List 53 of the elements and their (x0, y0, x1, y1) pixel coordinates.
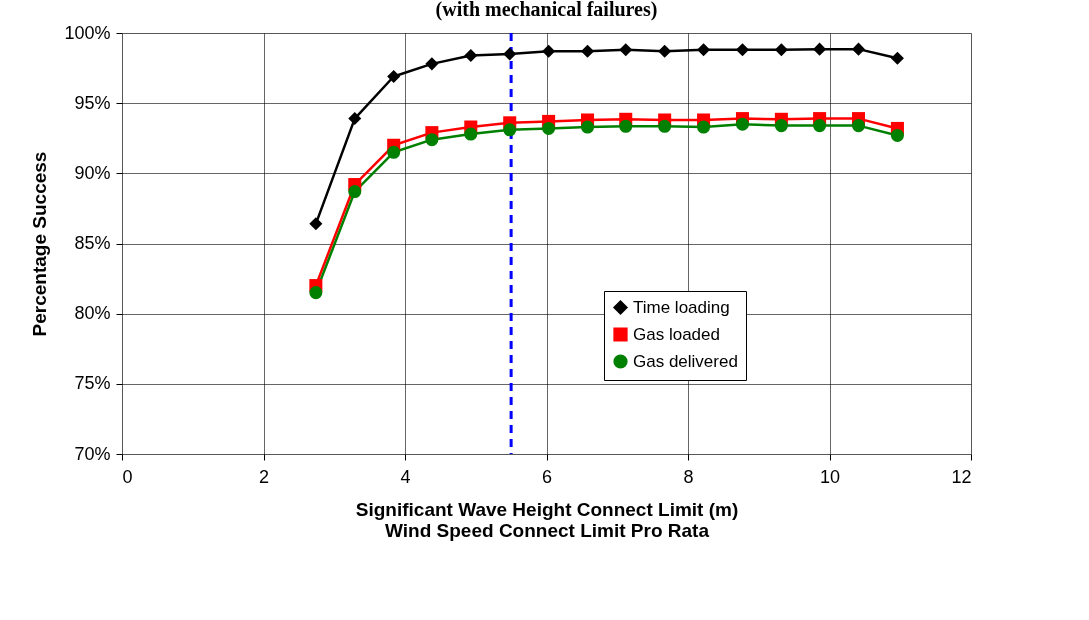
point (464, 48, 478, 62)
x-tick-label: 10 (819, 466, 841, 487)
point (387, 145, 401, 159)
text: Significant Wave Height Connect Limit (m) (355, 498, 739, 520)
y-tick-label: 70% (74, 443, 111, 464)
x-tick-label: 8 (683, 466, 694, 487)
y-axis-title: Percentage Success (29, 151, 51, 337)
point (697, 43, 711, 57)
x-tick-label: 6 (541, 466, 553, 487)
point (581, 44, 595, 58)
chart-title: (with mechanical failures) (435, 0, 658, 21)
point (387, 69, 401, 84)
x-tick-label: 4 (400, 466, 411, 487)
y-tick-label: 75% (74, 373, 111, 394)
point (348, 185, 362, 199)
point (735, 43, 749, 57)
point (735, 117, 749, 131)
legend-label: Time loading (633, 297, 730, 317)
point (542, 44, 556, 58)
point (581, 120, 595, 134)
point (464, 127, 478, 141)
point (851, 119, 866, 133)
x-tick-label: 2 (258, 466, 270, 487)
y-tick-label: 85% (74, 233, 111, 253)
x-tick-label: 0 (122, 466, 133, 487)
point (658, 44, 672, 58)
point (813, 119, 827, 133)
y-tick-label: 80% (74, 303, 111, 324)
legend-label: Gas delivered (633, 351, 738, 371)
point (542, 121, 556, 135)
text: Wind Speed Connect Limit Pro Rata (385, 519, 709, 541)
point (619, 119, 633, 133)
point (890, 128, 904, 142)
point (774, 43, 788, 57)
point (309, 217, 323, 231)
y-tick-label: 100% (64, 22, 111, 43)
point (851, 42, 866, 56)
legend-label: Gas loaded (633, 324, 720, 344)
point (309, 286, 323, 300)
point (425, 57, 439, 71)
y-tick-label: 90% (74, 162, 111, 183)
point (697, 120, 711, 134)
point (503, 47, 517, 61)
point (348, 112, 362, 126)
point (813, 42, 827, 56)
y-tick-label: 95% (74, 92, 111, 113)
point (774, 119, 788, 133)
point (890, 51, 904, 65)
point (425, 133, 439, 147)
point (503, 123, 517, 137)
x-tick-label: 12 (951, 466, 972, 487)
point (658, 119, 672, 133)
point (619, 43, 633, 57)
